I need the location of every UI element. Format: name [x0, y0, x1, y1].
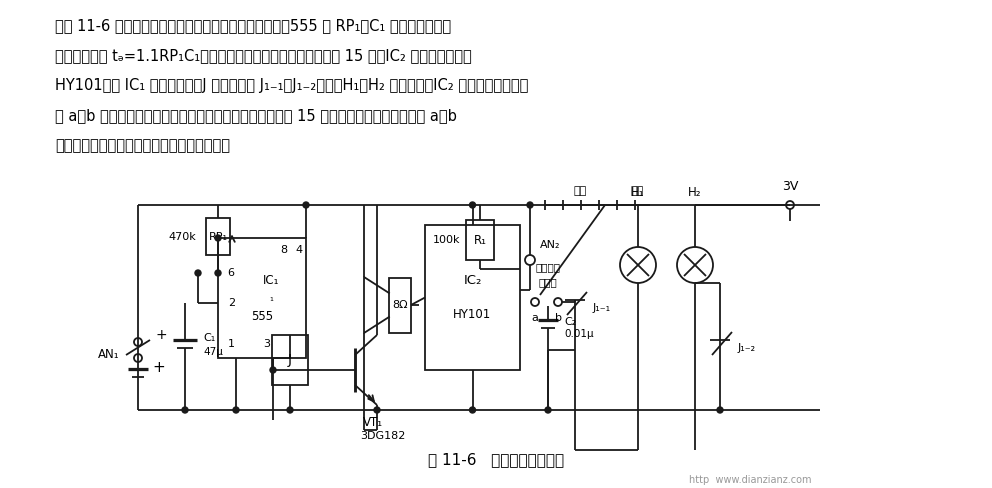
Text: IC₁: IC₁: [263, 273, 279, 286]
Circle shape: [469, 407, 475, 413]
Text: 470k: 470k: [169, 231, 196, 242]
Text: 8: 8: [281, 245, 288, 255]
Text: 0.01μ: 0.01μ: [564, 329, 593, 339]
Bar: [272, 335, 308, 385]
Text: HY101。在 IC₁ 定时时间内，J 吸合，触点 J₁₋₁、J₁₋₂闭合，H₁、H₂ 作为鱼眼。IC₂ 装在鱼腹内，触发: HY101。在 IC₁ 定时时间内，J 吸合，触点 J₁₋₁、J₁₋₂闭合，H₁…: [55, 78, 529, 93]
Text: AN₂: AN₂: [540, 240, 560, 250]
Text: HY101: HY101: [453, 308, 492, 322]
Text: 3: 3: [263, 339, 270, 349]
Bar: [218, 238, 306, 358]
Text: 3V: 3V: [782, 181, 799, 194]
Text: 路，定时时间 tₔ=1.1RP₁C₁，图示参数给出的最大定时时间约为 15 秒。IC₂ 采用音乐集成块: 路，定时时间 tₔ=1.1RP₁C₁，图示参数给出的最大定时时间约为 15 秒。…: [55, 48, 472, 63]
Text: 竹杆: 竹杆: [631, 186, 644, 196]
Text: 555: 555: [251, 309, 273, 323]
Bar: [206, 218, 230, 255]
Text: H₂: H₂: [688, 186, 701, 200]
Text: 细绳: 细绳: [573, 186, 586, 196]
Text: ₁: ₁: [269, 293, 273, 303]
Text: H₁: H₁: [631, 186, 645, 200]
Circle shape: [303, 202, 309, 208]
Text: VT₁: VT₁: [363, 415, 383, 428]
Text: 时，则将音乐块触发、奏乐，表明钓住了鱼。: 时，则将音乐块触发、奏乐，表明钓住了鱼。: [55, 138, 230, 153]
Text: 47μ: 47μ: [203, 347, 223, 357]
Text: AN₁: AN₁: [98, 348, 120, 362]
Text: 8Ω: 8Ω: [392, 300, 408, 310]
Text: 3DG182: 3DG182: [360, 431, 406, 441]
Text: 端 a、b 置于鱼嘴内，当钓饴（一小段金属棒）在规定时间 15 秒内碰触了鱼嘴内的触发端 a、b: 端 a、b 置于鱼嘴内，当钓饴（一小段金属棒）在规定时间 15 秒内碰触了鱼嘴内…: [55, 108, 457, 123]
Circle shape: [374, 407, 380, 413]
Text: a: a: [532, 313, 539, 323]
Text: http  www.dianzianz.com: http www.dianzianz.com: [688, 475, 811, 485]
Text: J₁₋₁: J₁₋₁: [593, 303, 611, 313]
Circle shape: [182, 407, 188, 413]
Text: +: +: [152, 361, 165, 375]
Text: R₁: R₁: [473, 233, 486, 246]
Text: C₂: C₂: [564, 317, 576, 327]
Circle shape: [545, 407, 551, 413]
Circle shape: [215, 270, 221, 276]
Text: 100k: 100k: [433, 235, 460, 245]
Circle shape: [195, 270, 201, 276]
Text: 如图 11-6 所示，钓鱼电路由定时电路和音响电路组成。555 和 RP₁、C₁ 组成单稳定时电: 如图 11-6 所示，钓鱼电路由定时电路和音响电路组成。555 和 RP₁、C₁…: [55, 18, 451, 33]
Bar: [466, 220, 494, 260]
Bar: [389, 278, 411, 332]
Text: J: J: [288, 353, 292, 367]
Text: 4: 4: [296, 245, 303, 255]
Text: b: b: [555, 313, 561, 323]
Text: 2: 2: [227, 298, 235, 308]
Circle shape: [233, 407, 239, 413]
Text: 6: 6: [228, 268, 235, 278]
Circle shape: [527, 202, 533, 208]
Text: （钓饴）: （钓饴）: [536, 262, 560, 272]
Text: +: +: [156, 328, 167, 342]
Text: 图 11-6   电子钓鱼游戏电路: 图 11-6 电子钓鱼游戏电路: [428, 452, 564, 468]
Circle shape: [270, 367, 276, 373]
Text: 1: 1: [228, 339, 235, 349]
Text: 小铜棒: 小铜棒: [539, 277, 558, 287]
Circle shape: [287, 407, 293, 413]
Circle shape: [717, 407, 723, 413]
Circle shape: [469, 202, 475, 208]
Circle shape: [215, 235, 221, 241]
Text: J₁₋₂: J₁₋₂: [738, 343, 756, 353]
Bar: [425, 225, 520, 370]
Text: C₁: C₁: [203, 333, 215, 343]
Text: IC₂: IC₂: [463, 274, 482, 286]
Text: RP₁: RP₁: [208, 231, 227, 242]
